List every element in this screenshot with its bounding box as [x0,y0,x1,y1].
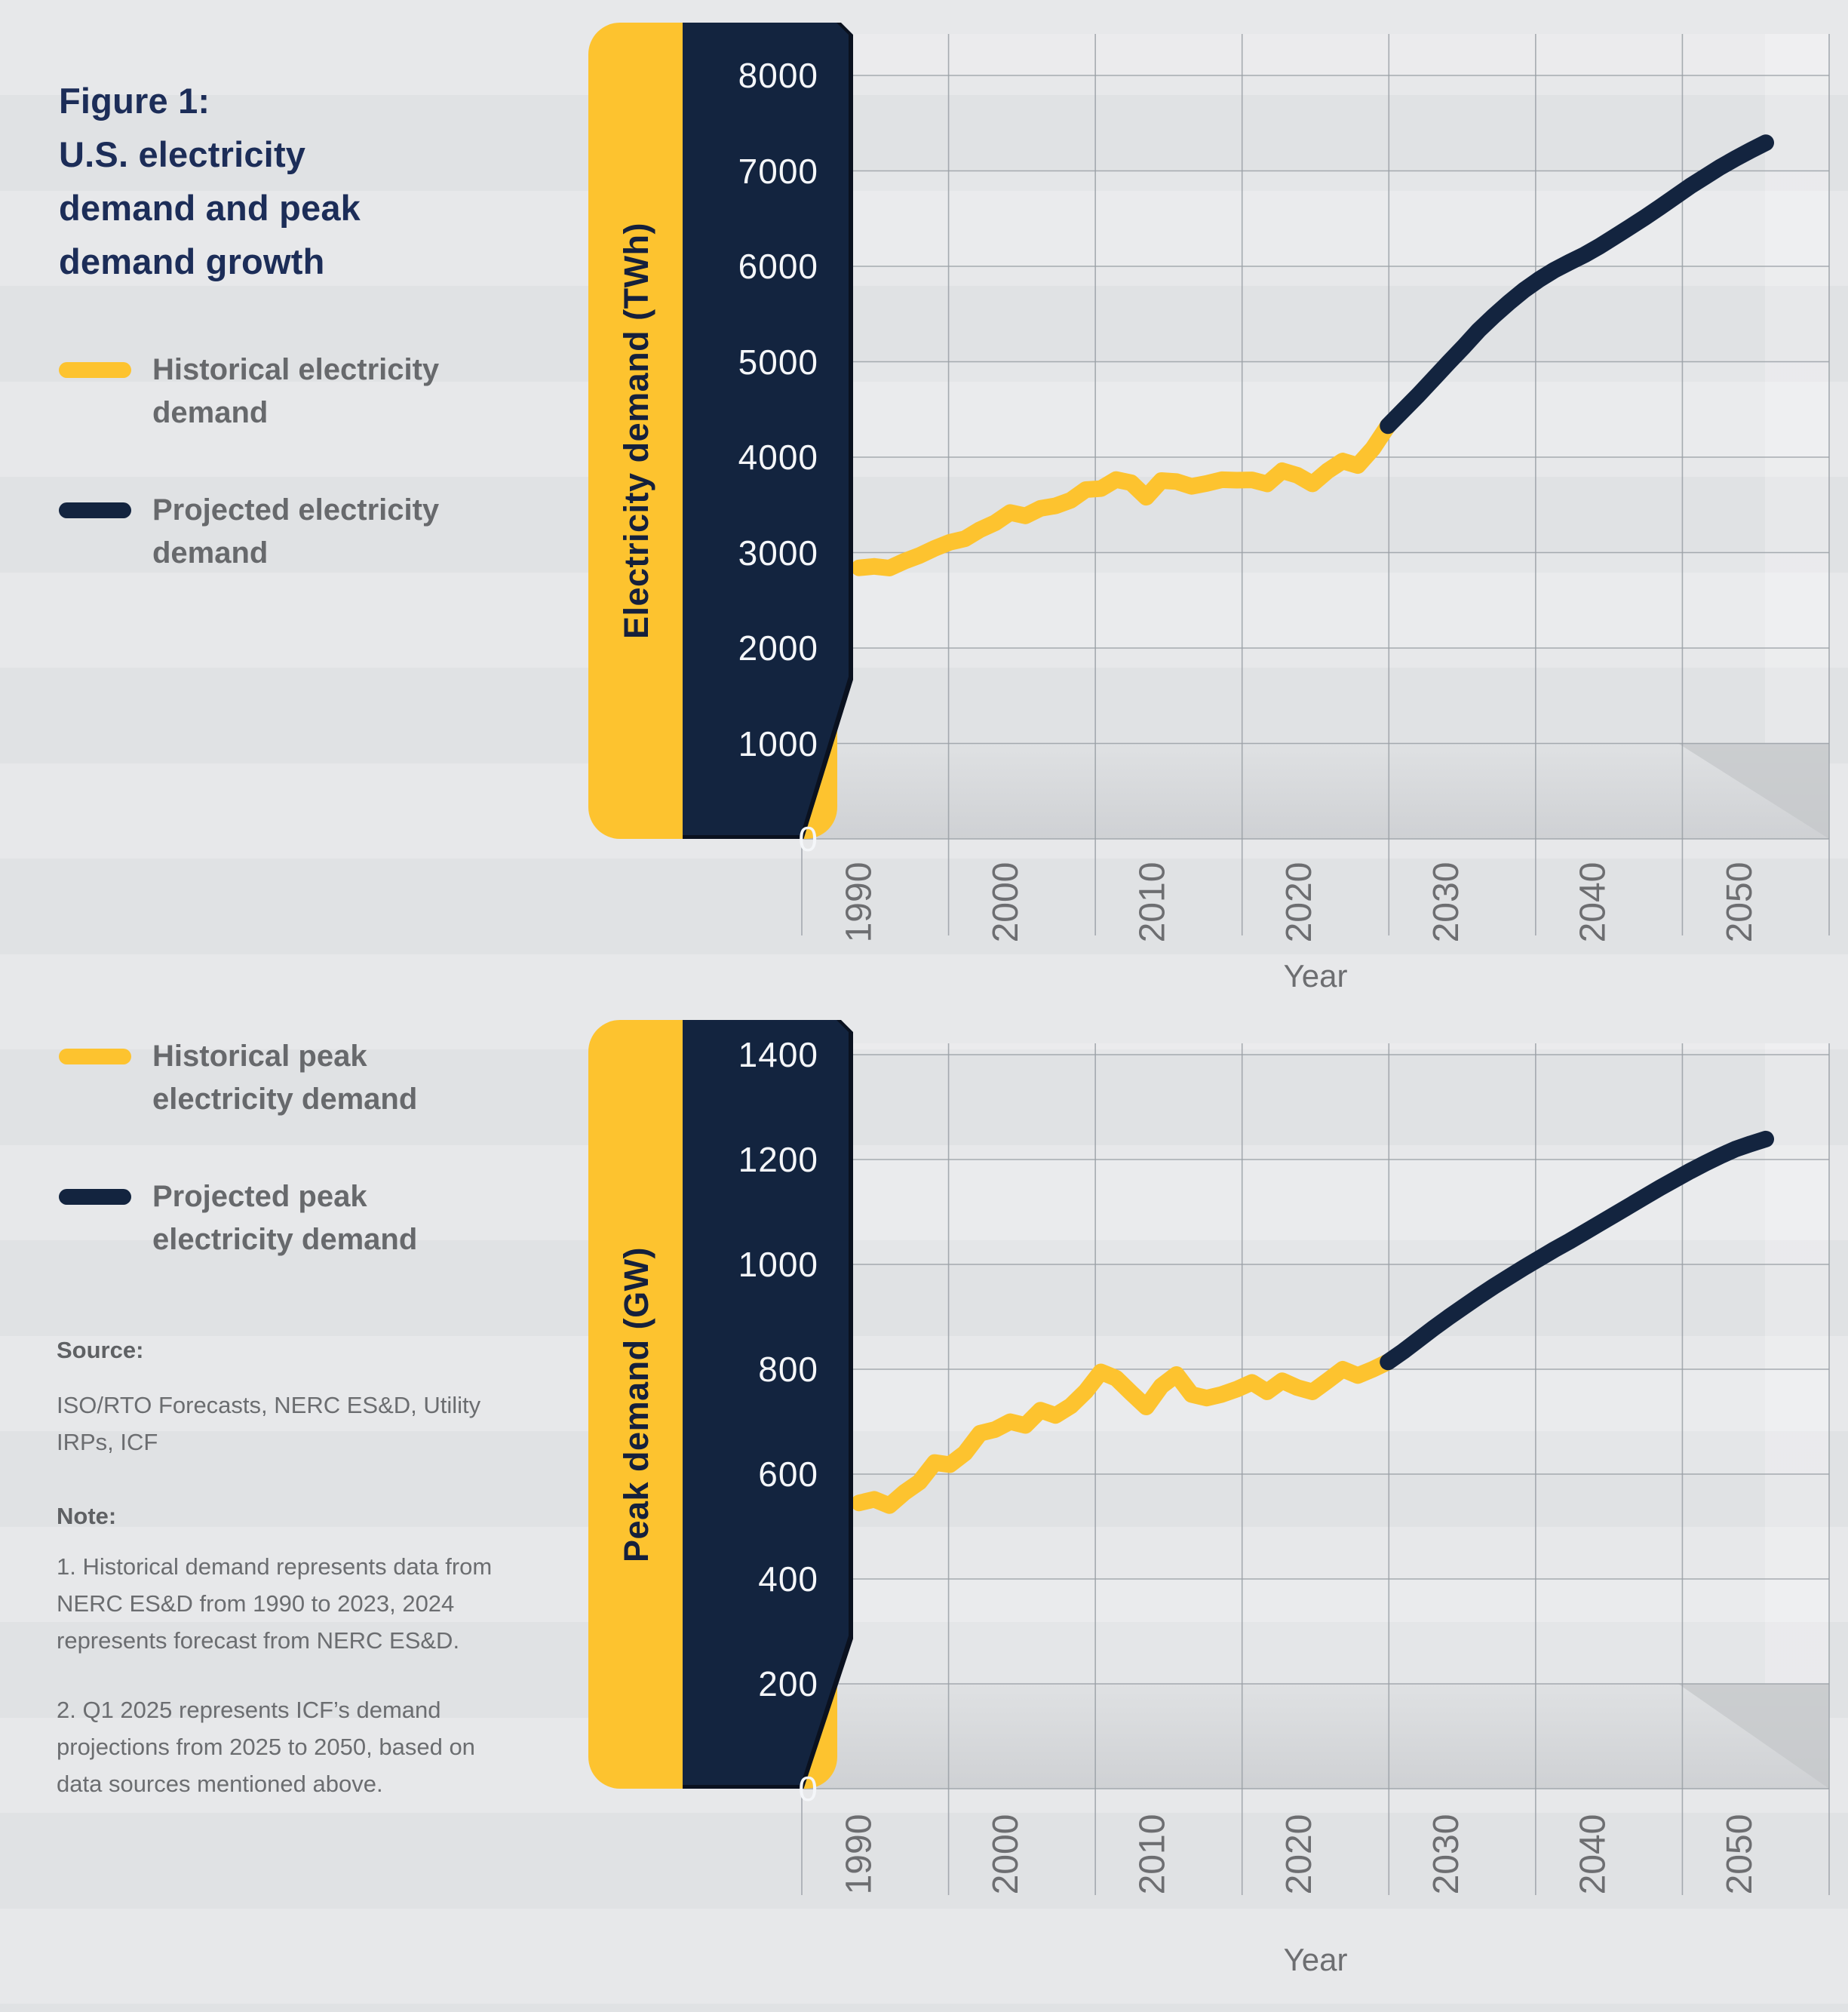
y-axis-title: Electricity demand (TWh) [617,222,656,640]
legend-item-label: Historical peak electricity demand [152,1040,418,1116]
y-axis-tick-label: 600 [758,1454,818,1494]
y-axis-tick-label: 7000 [738,151,818,191]
y-axis-tick-label: 1200 [738,1140,818,1179]
legend-item-projected-peak: Projected peak electricity demand [59,1175,526,1261]
y-axis-tick-labels: 1400 1200 1000 800 600 400 200 0 [683,1020,850,1808]
plot-row-stripe [802,361,1829,457]
peak-demand-y-axis-card: Peak demand (GW) 1400 1200 1000 800 600 400 20… [588,1020,850,1808]
historical-line [851,417,1397,576]
x-axis-title: Year [1284,958,1348,994]
plot-row-stripe [802,170,1829,266]
historical-line [851,1353,1397,1514]
y-axis-tick-label: 5000 [738,342,818,382]
x-axis-tick-label: 1990 [840,1814,879,1895]
y-axis-tick-label: 8000 [738,56,818,95]
plot-floor-corner [1678,1684,1829,1789]
note-label: Note: [57,1503,117,1529]
x-axis-tick-label: 2000 [986,1814,1026,1895]
note-item-1: 1. Historical demand represents data fro… [57,1553,493,1654]
y-axis-tick-label: 3000 [738,533,818,573]
x-axis-tick-label: 2000 [986,862,1026,943]
legend-item-projected-demand: Projected electricity demand [59,489,526,575]
y-axis-tick-label: 0 [798,1769,818,1808]
source-body: ISO/RTO Forecasts, NERC ES&D, Utility IR… [57,1392,481,1455]
legend-item-historical-demand: Historical electricity demand [59,349,526,435]
y-axis-tick-label: 1000 [738,1245,818,1284]
x-axis-tick-label: 2050 [1720,1814,1760,1895]
projected-demand-swatch [59,502,131,518]
plot-floor [802,743,1829,839]
y-axis-tick-label: 1000 [738,723,818,763]
x-axis-tick-label: 2040 [1573,1814,1613,1895]
plot-row-stripe [802,552,1829,648]
x-axis-tick-label: 2040 [1573,862,1613,943]
plot-row-stripe [802,1043,1829,1055]
y-axis-tick-labels: 8000 7000 6000 5000 4000 3000 2000 1000 0 [683,23,850,859]
source-label: Source: [57,1337,144,1363]
y-axis-tick-label: 6000 [738,247,818,286]
x-axis-title: Year [1284,1942,1348,1977]
x-axis-tick-label: 2050 [1720,862,1760,943]
x-axis-tick-label: 2020 [1279,1814,1319,1895]
plot-row-stripe [802,34,1829,75]
y-axis-tick-label: 2000 [738,628,818,668]
y-axis-tick-label: 200 [758,1664,818,1703]
plot-right-wall [1765,34,1829,744]
plot-row-stripe [802,1579,1829,1684]
x-axis-tick-label: 2030 [1426,862,1466,943]
figure-title: Figure 1: U.S. electricity demand and pe… [59,81,361,281]
x-axis-tick-label: 2010 [1133,862,1173,943]
y-axis-tick-label: 0 [798,819,818,859]
projected-line [1380,1130,1774,1371]
plot-right-wall [1765,1043,1829,1684]
x-axis-tick-label: 1990 [840,862,879,943]
plot-floor-corner [1678,743,1829,839]
note-item-2: 2. Q1 2025 represents ICF’s demand proje… [57,1697,475,1797]
plot-floor [802,1684,1829,1789]
projected-peak-swatch [59,1189,131,1205]
legend-peak-demand: Historical peak electricity demand Proje… [59,1035,526,1316]
legend-item-historical-peak: Historical peak electricity demand [59,1035,526,1121]
y-axis-title: Peak demand (GW) [617,1246,656,1562]
legend-electricity-demand: Historical electricity demand Projected … [59,349,526,629]
peak-demand-chart: 1990 2000 2010 2020 2030 2040 2050 Year [801,1043,1830,1977]
y-axis-tick-label: 400 [758,1559,818,1599]
x-axis-tick-label: 2010 [1133,1814,1173,1895]
electricity-demand-y-axis-card: Electricity demand (TWh) 8000 7000 6000 500… [588,23,850,859]
y-axis-panel [683,23,849,835]
legend-item-label: Projected electricity demand [152,493,440,570]
plot-row-stripe [802,1160,1829,1264]
y-axis-tick-label: 1400 [738,1035,818,1074]
legend-item-label: Historical electricity demand [152,353,440,429]
y-axis-panel [683,1020,849,1785]
projected-line [1380,134,1774,435]
y-axis-tick-label: 800 [758,1350,818,1389]
x-axis-tick-label: 2020 [1279,862,1319,943]
historical-demand-swatch [59,362,131,378]
historical-peak-swatch [59,1049,131,1064]
x-axis-tick-label: 2030 [1426,1814,1466,1895]
y-axis-tick-label: 4000 [738,438,818,477]
legend-item-label: Projected peak electricity demand [152,1180,418,1256]
electricity-demand-chart: 1990 2000 2010 2020 2030 2040 2050 Year [801,34,1830,994]
